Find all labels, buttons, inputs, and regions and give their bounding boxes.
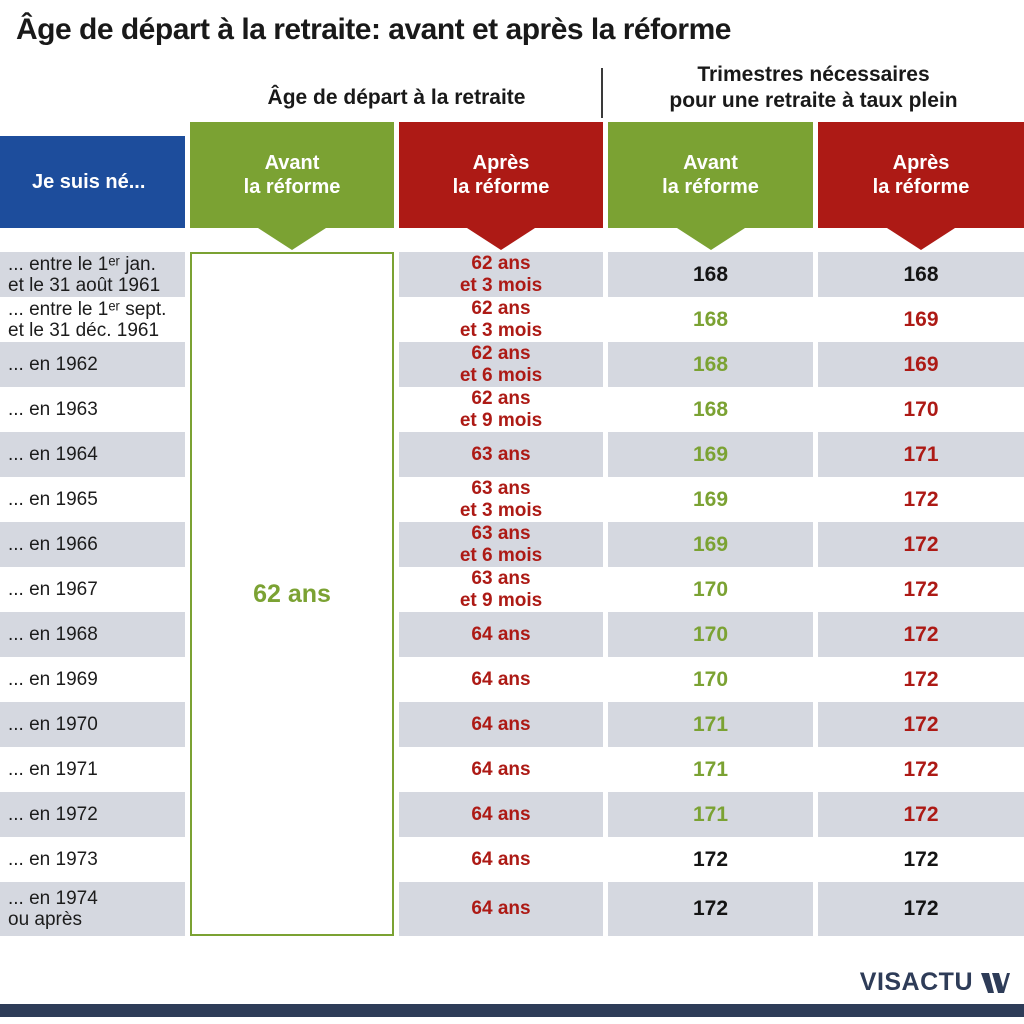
apres-age-value: 63 ans et 9 mois: [459, 567, 543, 611]
apres-trimestres-value: 170: [903, 397, 939, 421]
table-row: ... en 1972 64 ans 171 172: [0, 792, 1024, 837]
apres-age-value: 62 ans et 6 mois: [399, 342, 603, 387]
table-row: ... en 1970 64 ans 171 172: [0, 702, 1024, 747]
apres-age-value: 62 ans et 3 mois: [399, 252, 603, 297]
group-header-age: Âge de départ à la retraite: [267, 86, 526, 109]
apres-trimestres-value: 172: [818, 792, 1024, 837]
apres-trimestres-value: 169: [818, 342, 1024, 387]
avant-trimestres-value: 169: [608, 432, 813, 477]
apres-age-value: 62 ans et 3 mois: [459, 297, 543, 341]
apres-age-value: 63 ans: [399, 432, 603, 477]
table-row: ... en 1964 63 ans 169 171: [0, 432, 1024, 477]
column-header-born: Je suis né...: [0, 136, 185, 228]
apres-age-value: 64 ans: [471, 848, 531, 870]
apres-age-value: 64 ans: [399, 702, 603, 747]
apres-age-value: 63 ans et 6 mois: [399, 522, 603, 567]
group-divider: [601, 68, 603, 118]
table-row: ... en 1971 64 ans 171 172: [0, 747, 1024, 792]
table-row: ... en 1973 64 ans 172 172: [0, 837, 1024, 882]
apres-age-value: 64 ans: [399, 612, 603, 657]
birth-period-label: ... en 1968: [0, 612, 185, 657]
apres-trimestres-value: 169: [903, 307, 939, 331]
apres-age-value: 64 ans: [471, 668, 531, 690]
column-header-trimestres-avant: Avant la réforme: [608, 122, 813, 228]
birth-period-label: ... en 1963: [8, 399, 98, 420]
footer-bar: [0, 1004, 1024, 1017]
apres-trimestres-value: 172: [903, 487, 939, 511]
table-row: ... en 1963 62 ans et 9 mois 168 170: [0, 387, 1024, 432]
table-row: ... entre le 1ᵉʳ sept. et le 31 déc. 196…: [0, 297, 1024, 342]
birth-period-label: ... en 1973: [8, 849, 98, 870]
birth-period-label: ... en 1962: [0, 342, 185, 387]
avant-trimestres-value: 169: [608, 522, 813, 567]
avant-trimestres-value: 168: [608, 252, 813, 297]
birth-period-label: ... en 1974 ou après: [0, 882, 185, 936]
apres-age-value: 62 ans et 9 mois: [459, 387, 543, 431]
avant-trimestres-value: 171: [608, 702, 813, 747]
apres-trimestres-value: 172: [903, 577, 939, 601]
avant-trimestres-value: 170: [692, 577, 729, 601]
apres-trimestres-value: 171: [818, 432, 1024, 477]
apres-trimestres-value: 172: [818, 522, 1024, 567]
birth-period-label: ... en 1970: [0, 702, 185, 747]
apres-trimestres-value: 172: [903, 847, 939, 871]
table-row: ... entre le 1ᵉʳ jan. et le 31 août 1961…: [0, 252, 1024, 297]
table-row: ... en 1968 64 ans 170 172: [0, 612, 1024, 657]
apres-trimestres-value: 172: [818, 612, 1024, 657]
birth-period-label: ... en 1966: [0, 522, 185, 567]
apres-age-value: 64 ans: [399, 792, 603, 837]
avant-trimestres-value: 170: [608, 612, 813, 657]
birth-period-label: ... en 1971: [8, 759, 98, 780]
apres-trimestres-value: 172: [818, 702, 1024, 747]
table-row: ... en 1966 63 ans et 6 mois 169 172: [0, 522, 1024, 567]
avant-trimestres-value: 170: [692, 667, 729, 691]
table-row: ... en 1974 ou après 64 ans 172 172: [0, 882, 1024, 936]
table-row: ... en 1965 63 ans et 3 mois 169 172: [0, 477, 1024, 522]
birth-period-label: ... entre le 1ᵉʳ sept. et le 31 déc. 196…: [8, 298, 167, 341]
table-body: ... entre le 1ᵉʳ jan. et le 31 août 1961…: [0, 252, 1024, 936]
apres-trimestres-value: 168: [818, 252, 1024, 297]
avant-trimestres-value: 171: [608, 792, 813, 837]
page-title: Âge de départ à la retraite: avant et ap…: [16, 13, 731, 46]
visactu-logo-icon: [980, 971, 1010, 995]
column-header-age-avant: Avant la réforme: [190, 122, 394, 228]
birth-period-label: ... en 1964: [0, 432, 185, 477]
avant-trimestres-value: 168: [692, 307, 729, 331]
table-row: ... en 1969 64 ans 170 172: [0, 657, 1024, 702]
avant-trimestres-value: 171: [692, 757, 729, 781]
visactu-brand: VISACTU: [860, 968, 1010, 997]
apres-age-value: 63 ans et 3 mois: [459, 477, 543, 521]
visactu-brand-label: VISACTU: [859, 968, 973, 996]
column-header-age-apres: Après la réforme: [399, 122, 603, 228]
avant-trimestres-value: 172: [608, 882, 813, 936]
group-header-trimestres: Trimestres nécessaires pour une retraite…: [669, 63, 958, 112]
birth-period-label: ... en 1972: [0, 792, 185, 837]
apres-age-value: 64 ans: [471, 758, 531, 780]
apres-trimestres-value: 172: [818, 882, 1024, 936]
avant-age-span-cell: 62 ans: [190, 252, 394, 936]
apres-trimestres-value: 172: [903, 757, 939, 781]
avant-trimestres-value: 172: [692, 847, 729, 871]
apres-age-value: 64 ans: [399, 882, 603, 936]
birth-period-label: ... entre le 1ᵉʳ jan. et le 31 août 1961: [0, 252, 185, 297]
avant-age-span-value: 62 ans: [253, 579, 331, 608]
avant-trimestres-value: 169: [692, 487, 729, 511]
column-header-trimestres-apres: Après la réforme: [818, 122, 1024, 228]
birth-period-label: ... en 1969: [8, 669, 98, 690]
apres-trimestres-value: 172: [903, 667, 939, 691]
avant-trimestres-value: 168: [692, 397, 729, 421]
birth-period-label: ... en 1965: [8, 489, 98, 510]
avant-trimestres-value: 168: [608, 342, 813, 387]
birth-period-label: ... en 1967: [8, 579, 98, 600]
table-row: ... en 1962 62 ans et 6 mois 168 169: [0, 342, 1024, 387]
table-row: ... en 1967 63 ans et 9 mois 170 172: [0, 567, 1024, 612]
